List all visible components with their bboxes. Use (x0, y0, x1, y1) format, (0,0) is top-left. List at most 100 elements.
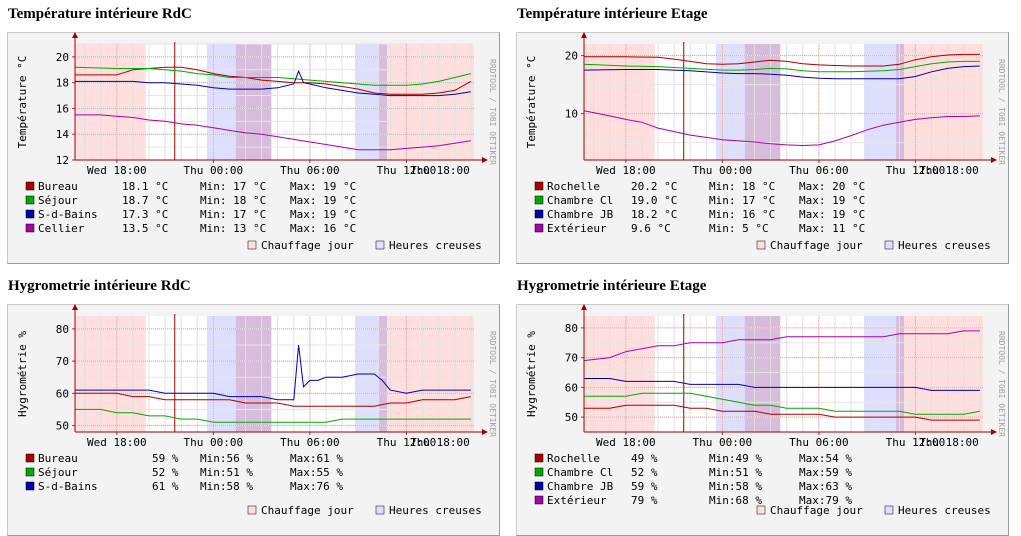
legend-current: 13.5 °C (122, 222, 168, 235)
legend-band-swatch (756, 240, 766, 250)
legend-label: Séjour (38, 194, 78, 207)
x-tick-label: Thu 12:00 (886, 436, 946, 449)
x-axis-arrow (991, 157, 997, 163)
legend-swatch (534, 495, 544, 505)
legend-band-swatch (375, 505, 385, 515)
legend-max: Max: 19 °C (290, 208, 356, 221)
legend-swatch (25, 209, 35, 219)
legend-swatch (534, 467, 544, 477)
legend-band-label: Chauffage jour (770, 239, 863, 252)
x-tick-label: Thu 00:00 (693, 164, 753, 177)
y-tick-label: 12 (56, 154, 69, 167)
chart-title: Hygrometrie intérieure RdC (8, 278, 191, 294)
y-tick-label: 20 (565, 50, 578, 63)
legend-current: 59 % (152, 452, 179, 465)
legend-min: Min:51 % (200, 466, 253, 479)
legend-swatch (534, 209, 544, 219)
legend-current: 9.6 °C (631, 222, 671, 235)
band-overlap (896, 316, 905, 432)
band-chauffage (75, 316, 146, 432)
legend-label: Extérieur (547, 494, 607, 507)
x-tick-label: Thu 18:00 (410, 436, 470, 449)
x-axis-arrow (482, 429, 488, 435)
legend-swatch (25, 223, 35, 233)
legend-min: Min:68 % (709, 494, 762, 507)
watermark: RRDTOOL / TOBI OETIKER (997, 331, 1006, 437)
x-tick-label: Thu 12:00 (886, 164, 946, 177)
legend-min: Min: 16 °C (709, 208, 775, 221)
x-tick-label: Wed 18:00 (596, 436, 656, 449)
band-chauffage (75, 44, 146, 160)
legend-max: Max: 16 °C (290, 222, 356, 235)
y-axis-label: Température °C (16, 56, 29, 149)
y-tick-label: 60 (565, 381, 578, 394)
legend-min: Min: 18 °C (709, 180, 775, 193)
legend-band-swatch (884, 240, 894, 250)
watermark: RRDTOOL / TOBI OETIKER (997, 59, 1006, 165)
chart-hygro-rdc: 50 60 70 80 Wed 18:00 Thu 00:00 Thu 06:00 Thu 1… (16, 304, 497, 517)
legend-current: 19.0 °C (631, 194, 677, 207)
legend-label: Cellier (38, 222, 85, 235)
legend-min: Min: 17 °C (200, 180, 266, 193)
watermark: RRDTOOL / TOBI OETIKER (488, 59, 497, 165)
x-tick-label: Thu 12:00 (377, 436, 437, 449)
chart-title: Hygrometrie intérieure Etage (517, 278, 707, 294)
series-line (75, 114, 471, 151)
legend-max: Max: 11 °C (799, 222, 865, 235)
series-line (75, 66, 472, 95)
series-line (583, 60, 980, 73)
x-tick-label: Wed 18:00 (87, 436, 147, 449)
x-tick-label: Thu 12:00 (377, 164, 437, 177)
legend-band-label: Chauffage jour (770, 504, 863, 517)
x-tick-label: Wed 18:00 (87, 164, 147, 177)
panel-temp-etage: Température intérieure Etage 10 20 Wed 18:… (509, 0, 1009, 264)
legend-label: Bureau (38, 452, 78, 465)
legend-current: 49 % (631, 452, 658, 465)
legend-label: Chambre JB (547, 208, 614, 221)
band-overlap (235, 44, 272, 160)
legend-current: 18.1 °C (122, 180, 168, 193)
legend-max: Max: 19 °C (290, 194, 356, 207)
x-tick-label: Thu 18:00 (919, 164, 979, 177)
x-tick-label: Thu 18:00 (919, 436, 979, 449)
y-tick-label: 80 (56, 323, 69, 336)
x-tick-label: Wed 18:00 (596, 164, 656, 177)
legend-swatch (534, 481, 544, 491)
legend-label: Extérieur (547, 222, 607, 235)
series-line (584, 404, 980, 421)
legend-band-label: Chauffage jour (261, 504, 354, 517)
legend-current: 61 % (152, 480, 179, 493)
x-tick-label: Thu 06:00 (789, 164, 849, 177)
y-axis-label: Hygrométrie % (16, 331, 29, 417)
legend-swatch (534, 223, 544, 233)
legend-current: 52 % (152, 466, 179, 479)
legend-label: Rochelle (547, 452, 600, 465)
legend-band-label: Heures creuses (389, 239, 482, 252)
legend-max: Max: 19 °C (290, 180, 356, 193)
series-line (75, 392, 471, 407)
legend-max: Max:63 % (799, 480, 852, 493)
legend-label: Chambre JB (547, 480, 614, 493)
legend-swatch (534, 181, 544, 191)
legend-band-swatch (247, 240, 257, 250)
legend-current: 79 % (631, 494, 658, 507)
legend-swatch (25, 453, 35, 463)
legend-max: Max:79 % (799, 494, 852, 507)
x-tick-label: Thu 06:00 (789, 436, 849, 449)
y-axis-arrow (72, 32, 78, 38)
y-tick-label: 16 (56, 102, 69, 115)
y-axis-arrow (72, 304, 78, 310)
series-line (583, 110, 980, 147)
x-axis-arrow (482, 157, 488, 163)
series-line (584, 392, 980, 415)
y-tick-label: 80 (565, 322, 578, 335)
legend-current: 52 % (631, 466, 658, 479)
legend-min: Min:56 % (200, 452, 253, 465)
y-tick-label: 50 (56, 420, 69, 433)
watermark: RRDTOOL / TOBI OETIKER (488, 331, 497, 437)
legend-band-label: Heures creuses (898, 504, 991, 517)
series-line (583, 330, 980, 362)
x-axis-arrow (991, 429, 997, 435)
band-overlap (379, 316, 388, 432)
legend-swatch (25, 181, 35, 191)
